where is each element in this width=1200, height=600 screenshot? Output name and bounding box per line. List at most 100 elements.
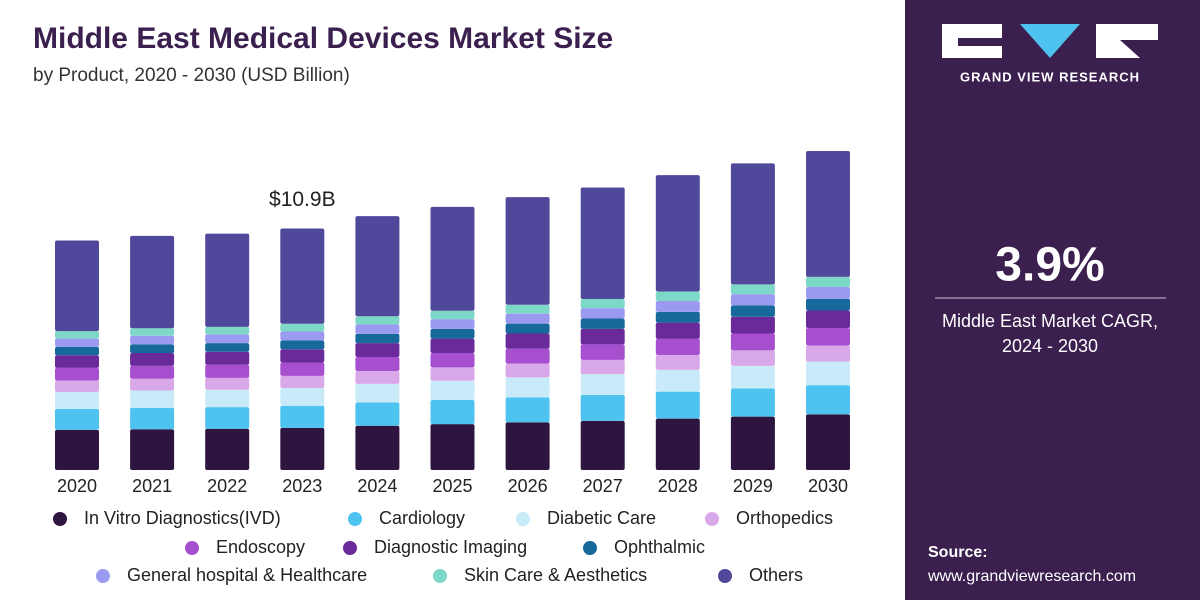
legend-swatch bbox=[96, 569, 110, 583]
bar-segment bbox=[806, 345, 850, 362]
bar-segment bbox=[730, 416, 775, 470]
bar-segment bbox=[430, 310, 475, 320]
legend-label: Orthopedics bbox=[736, 508, 833, 528]
bar-segment bbox=[130, 378, 175, 391]
bar-segment bbox=[55, 331, 99, 339]
cagr-caption: Middle East Market CAGR, bbox=[942, 311, 1158, 331]
legend-swatch bbox=[705, 512, 719, 526]
bar-segment bbox=[730, 350, 775, 366]
legend-swatch bbox=[516, 512, 530, 526]
bar-segment bbox=[730, 365, 775, 389]
bar-segment bbox=[505, 422, 550, 470]
bar-segment bbox=[355, 324, 400, 334]
bar-segment bbox=[130, 335, 175, 345]
bar-segment bbox=[730, 316, 775, 334]
bar-segment bbox=[280, 388, 325, 406]
bar-segment bbox=[580, 344, 625, 360]
legend-swatch bbox=[433, 569, 447, 583]
x-tick-label: 2027 bbox=[583, 476, 623, 496]
bar-segment bbox=[355, 370, 400, 384]
legend-label: In Vitro Diagnostics(IVD) bbox=[84, 508, 281, 528]
bar-segment bbox=[430, 338, 475, 354]
bar-segment bbox=[505, 363, 550, 378]
legend-swatch bbox=[718, 569, 732, 583]
cagr-caption: 2024 - 2030 bbox=[1002, 336, 1098, 356]
bar-segment bbox=[280, 331, 325, 341]
bar-segment bbox=[205, 377, 250, 390]
bar-segment bbox=[730, 284, 775, 295]
bar-segment bbox=[806, 298, 850, 311]
bar-segment bbox=[505, 397, 550, 423]
chart-title: Middle East Medical Devices Market Size bbox=[33, 22, 613, 55]
x-tick-label: 2021 bbox=[132, 476, 172, 496]
logo bbox=[942, 24, 1158, 58]
bar-segment bbox=[730, 305, 775, 317]
bar-segment bbox=[130, 235, 175, 329]
x-tick-label: 2025 bbox=[432, 476, 472, 496]
legend-label: Skin Care & Aesthetics bbox=[464, 565, 647, 585]
bar-segment bbox=[430, 399, 475, 425]
bar-segment bbox=[806, 287, 850, 299]
bar-segment bbox=[55, 355, 99, 368]
legend-swatch bbox=[348, 512, 362, 526]
bar-segment bbox=[655, 418, 700, 470]
bar-segment bbox=[55, 408, 99, 430]
bar-segment bbox=[280, 349, 325, 363]
bar-segment bbox=[580, 359, 625, 375]
legend-label: Diagnostic Imaging bbox=[374, 537, 527, 557]
bar-segment bbox=[355, 402, 400, 426]
x-tick-label: 2029 bbox=[733, 476, 773, 496]
bar-segment bbox=[580, 298, 625, 309]
bar-segment bbox=[430, 353, 475, 368]
bar-segment bbox=[355, 316, 400, 325]
bar-segment bbox=[505, 197, 550, 305]
cagr-value: 3.9% bbox=[995, 239, 1104, 292]
bar-segment bbox=[55, 380, 99, 393]
bar-segment bbox=[355, 343, 400, 358]
bar-segment bbox=[430, 424, 475, 470]
bar-segment bbox=[806, 328, 850, 346]
bar-segment bbox=[580, 374, 625, 395]
legend-label: Endoscopy bbox=[216, 537, 305, 557]
bar-segment bbox=[580, 187, 625, 299]
bar-segment bbox=[205, 407, 250, 429]
bar-segment bbox=[130, 353, 175, 366]
bar-segment bbox=[55, 346, 99, 356]
bar-segment bbox=[355, 383, 400, 403]
bar-segment bbox=[806, 385, 850, 415]
bar-segment bbox=[730, 333, 775, 351]
chart-subtitle: by Product, 2020 - 2030 (USD Billion) bbox=[33, 65, 350, 86]
legend-swatch bbox=[53, 512, 67, 526]
legend-label: Diabetic Care bbox=[547, 508, 656, 528]
legend-label: Cardiology bbox=[379, 508, 465, 528]
bar-segment bbox=[655, 291, 700, 301]
bar-segment bbox=[280, 228, 325, 324]
bar-segment bbox=[280, 405, 325, 428]
bar-segment bbox=[505, 323, 550, 334]
bar-segment bbox=[280, 427, 325, 470]
legend-label: Ophthalmic bbox=[614, 537, 705, 557]
source-url: www.grandviewresearch.com bbox=[927, 568, 1136, 585]
legend-label: General hospital & Healthcare bbox=[127, 565, 367, 585]
legend-swatch bbox=[343, 541, 357, 555]
bar-segment bbox=[205, 364, 250, 378]
bar-segment bbox=[205, 389, 250, 408]
x-tick-label: 2023 bbox=[282, 476, 322, 496]
bar-segment bbox=[655, 355, 700, 370]
bar-segment bbox=[505, 313, 550, 324]
bar-segment bbox=[655, 338, 700, 356]
bar-segment bbox=[505, 377, 550, 398]
bar-segment bbox=[130, 328, 175, 336]
bar-segment bbox=[806, 276, 850, 288]
legend-swatch bbox=[185, 541, 199, 555]
bar-segment bbox=[280, 323, 325, 332]
bar-segment bbox=[130, 390, 175, 408]
bar-segment bbox=[280, 375, 325, 389]
bar-segment bbox=[55, 367, 99, 381]
bar-segment bbox=[806, 310, 850, 329]
bar-segment bbox=[730, 388, 775, 417]
bar-segment bbox=[205, 326, 250, 335]
x-tick-label: 2028 bbox=[658, 476, 698, 496]
bar-segment bbox=[505, 304, 550, 314]
